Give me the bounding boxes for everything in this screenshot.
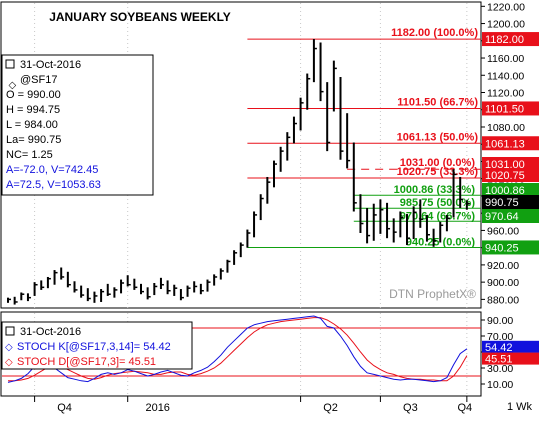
price-axis-label: 1160.00	[487, 53, 524, 65]
stoch-k-marker-icon: ◇	[5, 342, 13, 353]
info-symbol: @SF17	[20, 74, 57, 86]
price-axis-label: 880.00	[487, 294, 519, 306]
price-tag-label: 940.25	[485, 242, 519, 254]
period-label: 1 Wk	[507, 401, 533, 413]
price-info-frame	[1, 54, 154, 196]
chart-title: JANUARY SOYBEANS WEEKLY	[49, 10, 231, 24]
info-open: O = 990.00	[6, 89, 61, 101]
price-tag-box	[482, 157, 539, 171]
price-panel-frame	[0, 1, 482, 309]
stoch-panel-frame	[0, 311, 482, 397]
stoch-d-line	[8, 317, 468, 382]
price-tag-box	[482, 209, 539, 223]
stoch-d-tag-label: 45.51	[485, 354, 513, 366]
price-axis-label: 1140.00	[487, 70, 524, 82]
time-axis-label: 2016	[145, 402, 169, 414]
price-axis-label: 1200.00	[487, 19, 525, 31]
stoch-k-tag-label: 54.42	[485, 342, 513, 354]
fib-resistance-label: 1182.00 (100.0%)	[391, 27, 478, 39]
price-tag-box	[482, 32, 539, 47]
fib-support-label: 970.64 (66.7%)	[400, 210, 476, 222]
info-cursor-1: A=-72.0, V=742.45	[6, 164, 98, 176]
price-tags: 1182.001101.501061.131031.001020.751000.…	[482, 32, 539, 255]
time-axis-label: Q2	[323, 402, 338, 414]
fib-resistance-label: 1101.50 (66.7%)	[397, 96, 478, 108]
fibonacci-lines: 1182.00 (100.0%) 1101.50 (66.7%) 1061.13 (…	[247, 27, 481, 248]
price-axis-label: 960.00	[487, 225, 519, 237]
price-tag-box	[482, 240, 539, 255]
stoch-d-tag-box	[482, 352, 539, 365]
fib-resistance-label: 1020.75 (33.3%)	[397, 166, 479, 178]
stoch-axis-label: 90.00	[487, 315, 513, 327]
stoch-k-tag-box	[482, 340, 539, 353]
info-net-change: NC= 1.25	[6, 149, 53, 161]
series-marker-icon: ◇	[9, 80, 17, 91]
stoch-k-line	[7, 315, 468, 383]
price-tag-box	[482, 183, 539, 197]
stoch-d-marker-icon: ◇	[5, 357, 13, 368]
price-tag-label: 1020.75	[485, 170, 525, 182]
fib-support-label: 1000.86 (33.3%)	[394, 184, 476, 196]
stoch-box-icon	[5, 326, 15, 336]
fib-support-label: 985.75 (50.0%)	[400, 197, 476, 209]
price-tag-label: 1000.86	[485, 185, 525, 197]
price-axis-label: 1220.00	[487, 1, 525, 13]
info-box-icon	[5, 59, 15, 69]
info-high: H = 994.75	[6, 104, 60, 116]
price-tag-label: 1182.00	[485, 34, 524, 46]
info-last: La= 990.75	[6, 134, 61, 146]
time-axis-label: Q3	[403, 402, 418, 414]
price-tag-label: 1061.13	[485, 138, 525, 150]
price-tag-box	[482, 101, 539, 116]
time-axis-label: Q4	[57, 402, 72, 414]
info-date: 31-Oct-2016	[20, 59, 81, 71]
price-tag-box	[482, 195, 539, 209]
time-axis-label: Q4	[458, 402, 473, 414]
price-tag-box	[482, 136, 539, 151]
price-axis-label: 1080.00	[487, 122, 525, 134]
price-tag-label: 1101.50	[485, 103, 524, 115]
fib-resistance-label: 1061.13 (50.0%)	[397, 131, 479, 143]
stoch-axis-label: 10.00	[487, 379, 513, 391]
stoch-axis-label: 30.00	[487, 363, 513, 375]
price-info-box: ◇ 31-Oct-2016 @SF17 O = 990.00 H = 994.7…	[1, 54, 154, 196]
watermark: DTN ProphetX®	[389, 287, 476, 301]
price-axis-label: 900.00	[487, 277, 519, 289]
stoch-lines	[7, 315, 468, 383]
fib-projection-label: 1031.00 (0.0%)	[400, 157, 476, 169]
price-tag-label: 970.64	[485, 211, 519, 223]
stoch-info-frame	[1, 321, 193, 370]
price-axis-label: 1120.00	[487, 88, 524, 100]
stoch-k-legend: STOCH K[@SF17,3,14]= 54.42	[17, 341, 171, 353]
price-tag-box	[482, 168, 539, 182]
price-bars	[7, 39, 470, 305]
time-axis: Q42016Q2Q3Q42017	[34, 396, 473, 414]
stoch-axis-label: 70.00	[487, 331, 513, 343]
info-low: L = 984.00	[6, 119, 58, 131]
price-tag-label: 990.75	[485, 197, 519, 209]
stoch-info-box: 31-Oct-2016 ◇ STOCH K[@SF17,3,14]= 54.42…	[1, 321, 193, 370]
info-cursor-2: A=72.5, V=1053.63	[6, 179, 101, 191]
price-axis-label: 920.00	[487, 260, 519, 272]
stoch-d-legend: STOCH D[@SF17,3]= 45.51	[17, 356, 156, 368]
stoch-date: 31-Oct-2016	[20, 326, 81, 338]
